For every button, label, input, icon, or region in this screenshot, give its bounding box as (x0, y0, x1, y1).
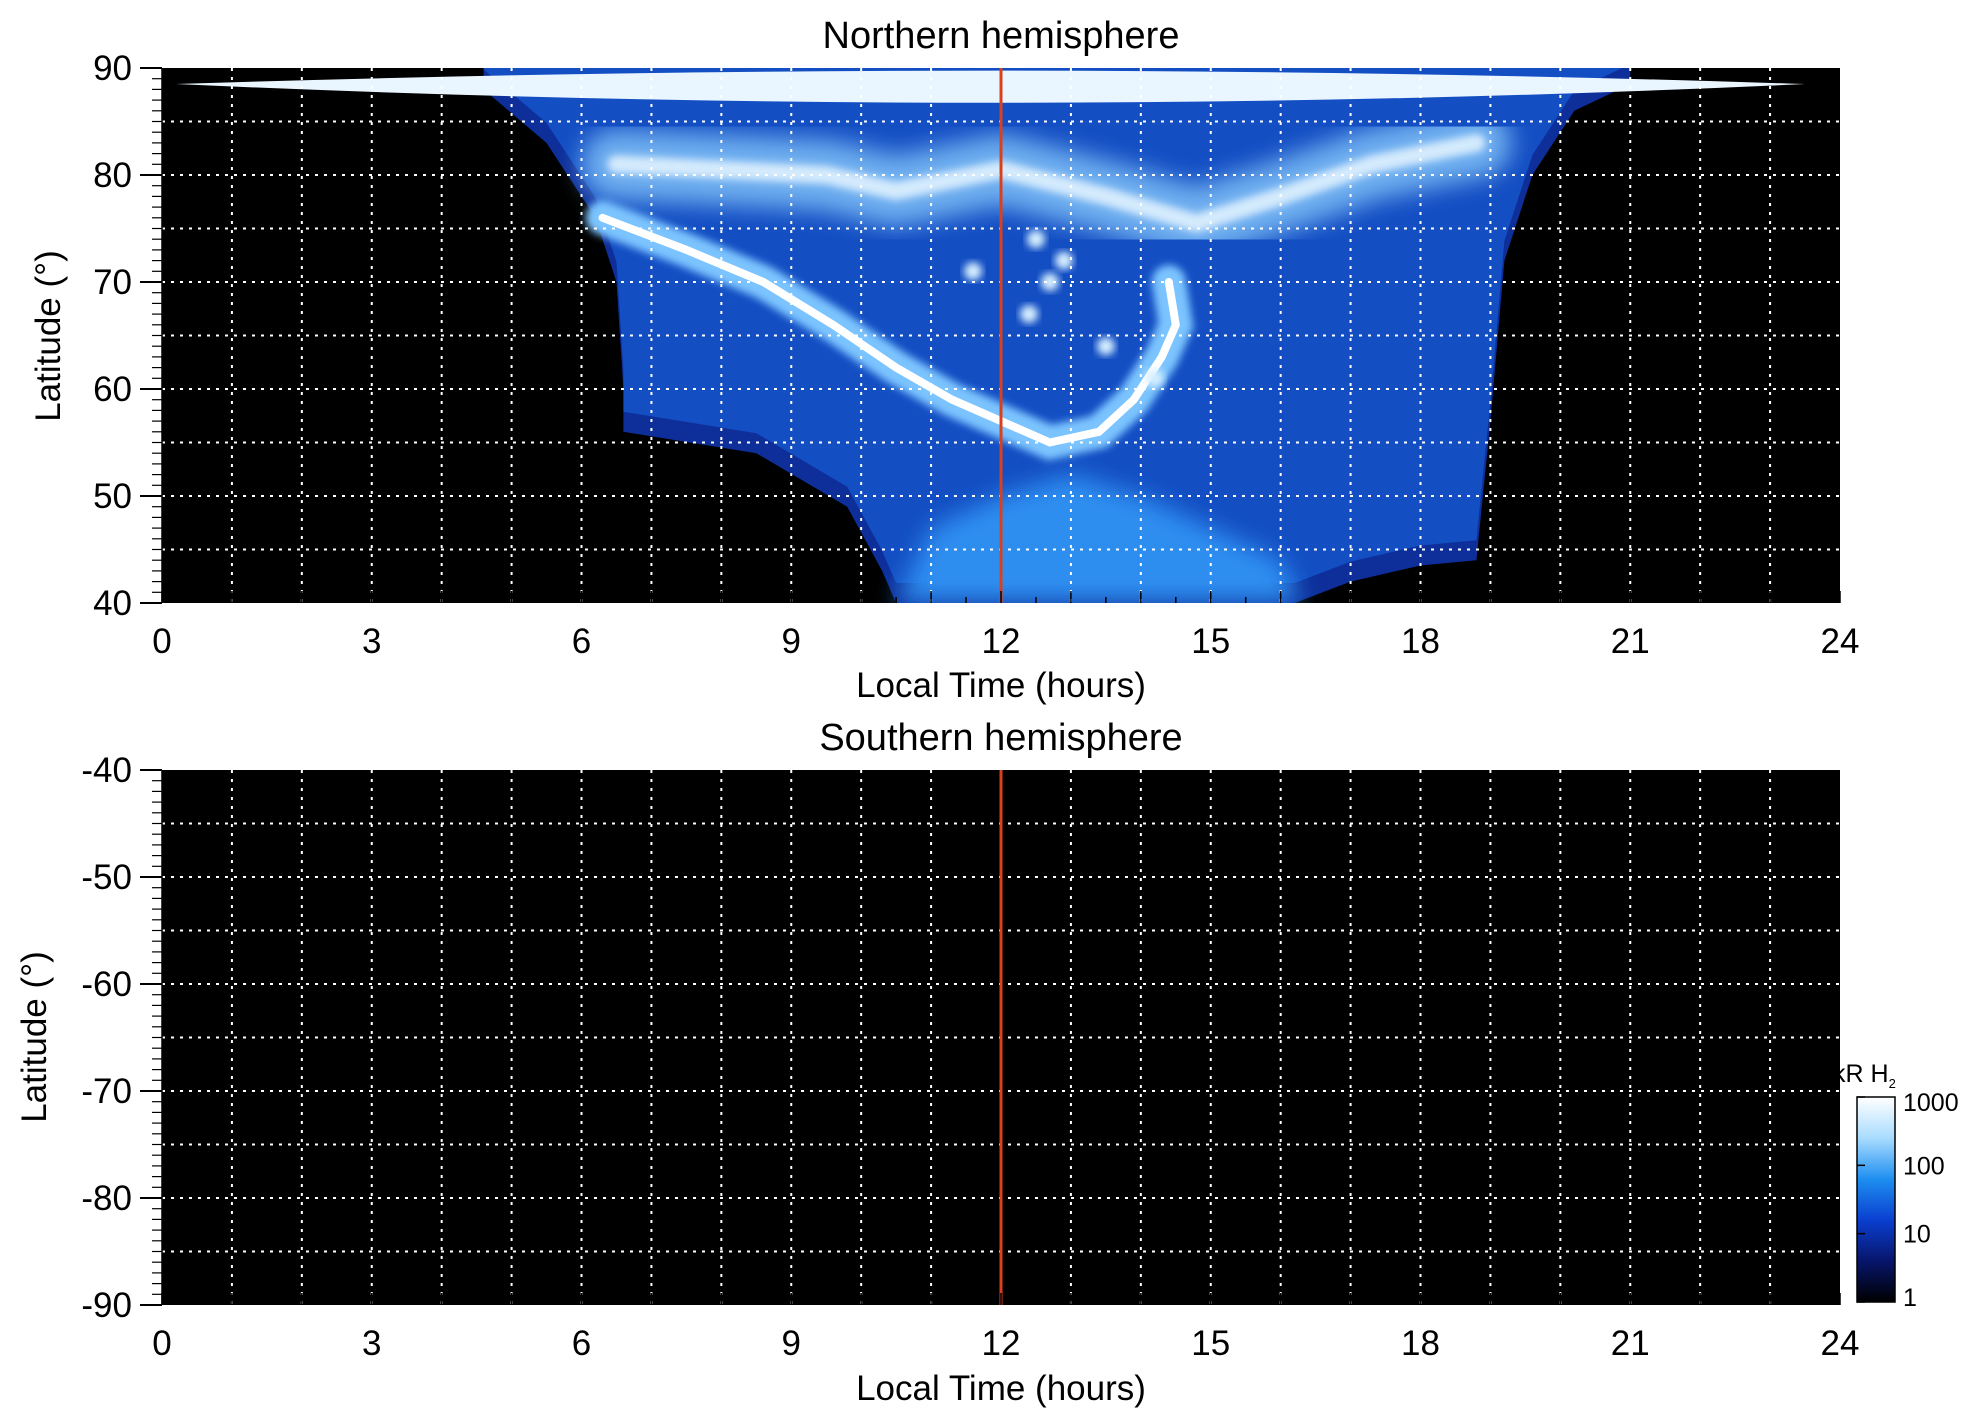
polar-cap-band (175, 70, 1806, 103)
northern-y-axis-label: Latitude (°) (29, 250, 68, 422)
southern-panel: Southern hemisphere 0 3 6 9 12 15 18 21 24 -40 -5… (15, 717, 1859, 1408)
northern-emission (175, 68, 1806, 603)
colorbar-label-subscript: 2 (1889, 1076, 1896, 1091)
southern-y-tick-label: -70 (81, 1072, 132, 1111)
southern-x-tick-label: 3 (362, 1324, 381, 1363)
northern-x-ticks: 0 3 6 9 12 15 18 21 24 (152, 591, 1859, 661)
colorbar-tick-label: 10 (1903, 1221, 1931, 1249)
southern-x-tick-label: 15 (1191, 1324, 1230, 1363)
southern-x-tick-label: 21 (1611, 1324, 1650, 1363)
polar-spot (1145, 369, 1164, 388)
southern-y-axis-label: Latitude (°) (15, 951, 54, 1123)
northern-y-ticks: 40 50 60 70 80 90 (93, 49, 163, 623)
northern-y-tick-label: 90 (93, 49, 132, 88)
southern-x-tick-label: 9 (782, 1324, 801, 1363)
northern-y-tick-label: 70 (93, 263, 132, 302)
northern-x-tick-label: 24 (1821, 622, 1860, 661)
southern-y-tick-label: -90 (81, 1286, 132, 1325)
polar-spot (1026, 230, 1045, 249)
polar-spot (1040, 273, 1059, 291)
colorbar-tick-label: 1000 (1903, 1089, 1959, 1117)
southern-y-tick-label: -80 (81, 1179, 132, 1218)
southern-y-ticks: -40 -50 -60 -70 -80 -90 (81, 751, 163, 1325)
northern-y-tick-label: 40 (93, 584, 132, 623)
northern-x-tick-label: 15 (1191, 622, 1230, 661)
diffuse-emission (896, 474, 1302, 603)
northern-x-axis-label: Local Time (hours) (856, 666, 1146, 705)
northern-title: Northern hemisphere (823, 15, 1180, 57)
northern-x-tick-label: 0 (152, 622, 171, 661)
southern-x-tick-label: 6 (572, 1324, 591, 1363)
northern-y-tick-label: 50 (93, 477, 132, 516)
southern-x-axis-label: Local Time (hours) (856, 1369, 1146, 1408)
northern-x-tick-label: 18 (1401, 622, 1440, 661)
southern-x-tick-label: 12 (982, 1324, 1021, 1363)
southern-y-tick-label: -60 (81, 965, 132, 1004)
polar-spot (1019, 305, 1038, 324)
northern-y-tick-label: 60 (93, 370, 132, 409)
northern-x-tick-label: 12 (982, 622, 1021, 661)
northern-x-tick-label: 21 (1611, 622, 1650, 661)
southern-y-tick-label: -50 (81, 858, 132, 897)
polar-spot (1096, 337, 1115, 356)
polar-spot (964, 262, 983, 281)
upper-arc (607, 133, 1486, 233)
southern-x-tick-label: 24 (1821, 1324, 1860, 1363)
northern-y-tick-label: 80 (93, 156, 132, 195)
colorbar: kR H2 1000 100 10 1 (1833, 1060, 1959, 1312)
southern-x-tick-label: 0 (152, 1324, 171, 1363)
northern-x-tick-label: 3 (362, 622, 381, 661)
colorbar-scale (1856, 1096, 1896, 1303)
colorbar-tick-label: 100 (1903, 1152, 1945, 1180)
southern-y-tick-label: -40 (81, 751, 132, 790)
colorbar-label-main: kR H (1833, 1060, 1889, 1088)
colorbar-ticks: 1000 100 10 1 (1857, 1089, 1959, 1312)
polar-spot (1054, 251, 1073, 270)
southern-title: Southern hemisphere (819, 717, 1182, 759)
colorbar-tick-label: 1 (1903, 1284, 1917, 1312)
southern-x-tick-label: 18 (1401, 1324, 1440, 1363)
northern-x-tick-label: 9 (782, 622, 801, 661)
southern-x-ticks: 0 3 6 9 12 15 18 21 24 (152, 1293, 1859, 1363)
northern-x-tick-label: 6 (572, 622, 591, 661)
colorbar-label: kR H2 (1833, 1060, 1896, 1091)
northern-panel: Northern hemisphere 0 3 6 9 12 15 18 21 24 40 50 6… (29, 15, 1859, 705)
